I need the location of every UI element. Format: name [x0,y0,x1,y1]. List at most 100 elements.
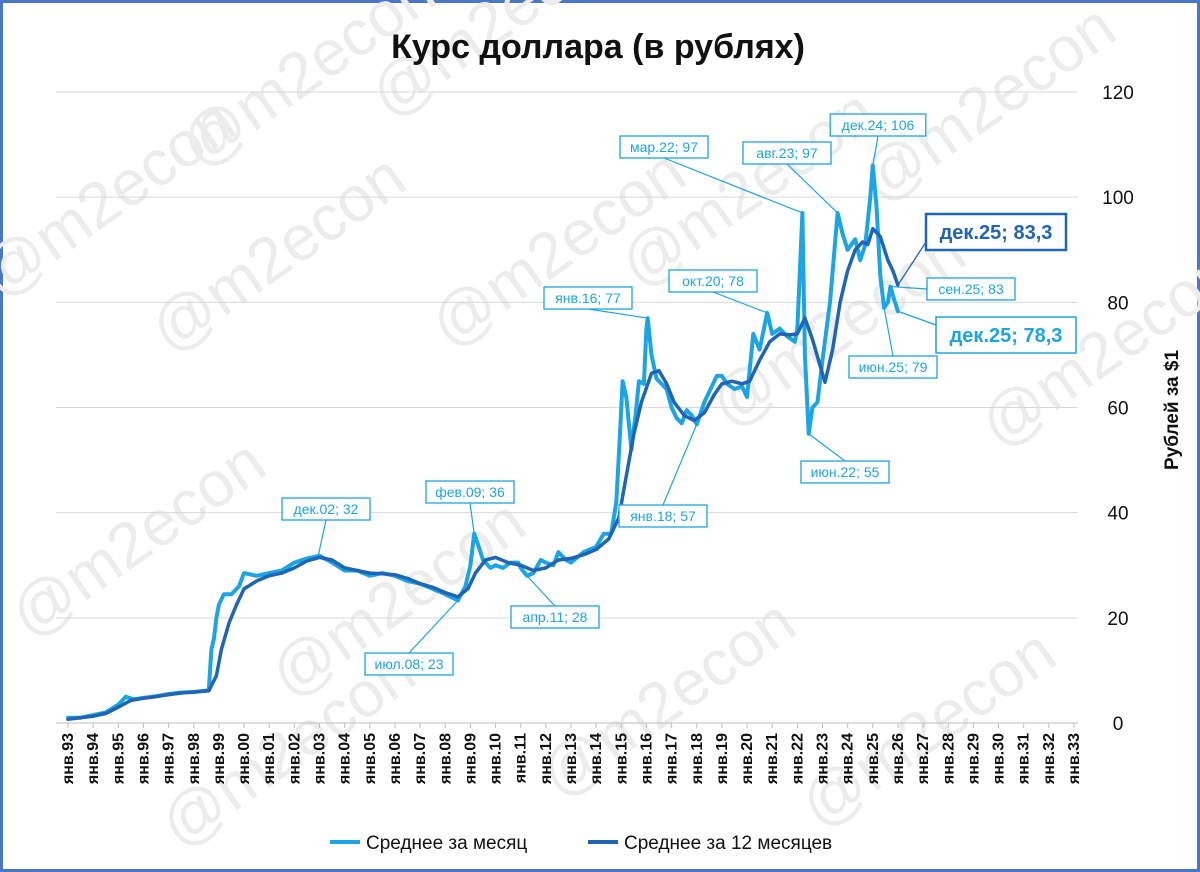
legend: Среднее за месяц Среднее за 12 месяцев [330,833,832,854]
annotation-leader [883,307,894,357]
x-tick-label: янв.94 [85,733,102,785]
y-tick-label: 120 [1102,83,1134,104]
annotation-leader [663,157,803,214]
y-tick-label: 0 [1113,714,1124,735]
annotation-leader [408,600,459,654]
x-axis: янв.93 янв.94 янв.95 янв.96 янв.97 янв.98 янв.… [60,723,1083,785]
annotation-leader [872,135,879,166]
series-lines [66,163,900,722]
y-tick-label: 60 [1107,399,1128,420]
annotation-leader [890,285,928,290]
annotation-leader [808,433,846,462]
annotation-box [364,652,454,676]
annotation-box [425,480,515,504]
x-tick-label: янв.99 [211,733,228,785]
annotation-label: авг.23; 97 [756,145,818,161]
annotation-box [829,113,927,137]
x-tick-label: янв.21 [764,733,781,785]
x-tick-label: янв.12 [538,733,555,785]
annotation-leader [317,519,327,556]
x-tick-label: янв.03 [312,733,329,785]
x-tick-label: янв.96 [135,733,152,785]
x-tick-label: янв.14 [588,733,605,785]
y-axis: 0 20 40 60 80 100 120 [1102,83,1134,735]
x-tick-label: янв.28 [940,733,957,785]
x-tick-label: янв.04 [337,733,354,785]
highlight-leader [897,310,937,326]
y-tick-label: 100 [1102,188,1134,209]
highlight-box [924,212,1068,252]
x-tick-label: янв.32 [1041,733,1058,785]
x-tick-label: янв.20 [739,733,756,785]
annotation-label: июн.22; 55 [811,464,880,480]
x-tick-label: янв.06 [387,733,404,785]
x-tick-label: янв.18 [689,733,706,785]
annotation-label: янв.18; 57 [630,508,696,524]
highlight-label: дек.25; 83,3 [940,222,1053,244]
annotation-label: июн.25; 79 [859,359,928,375]
highlight-label: дек.25; 78,3 [950,325,1063,347]
x-tick-label: янв.09 [462,733,479,785]
x-tick-label: янв.00 [236,733,253,785]
x-tick-label: янв.17 [664,733,681,785]
x-tick-label: янв.13 [563,733,580,785]
x-tick-label: янв.31 [1016,733,1033,785]
annotation-box [618,504,708,528]
annotation-label: мар.22; 97 [630,139,698,155]
annotation-label: окт.20; 78 [682,273,744,289]
x-tick-label: янв.26 [890,733,907,785]
x-tick-label: янв.07 [412,733,429,785]
series-line-monthly [66,163,900,720]
y-tick-label: 80 [1107,293,1128,314]
x-tick-label: янв.02 [286,733,303,785]
annotation-leader [469,502,475,534]
x-tick-label: янв.22 [789,733,806,785]
legend-label: Среднее за месяц [366,833,527,854]
x-tick-label: янв.25 [865,733,882,785]
x-tick-label: янв.29 [965,733,982,785]
x-tick-label: янв.05 [362,733,379,785]
annotation-label: сен.25; 83 [938,281,1004,297]
annotation-box [848,355,938,379]
y-tick-label: 40 [1107,504,1128,525]
annotation-box [926,277,1016,301]
watermark-text: @m2econ [787,615,1068,842]
annotation-label: янв.16; 77 [555,290,621,306]
annotation-label: апр.11; 28 [523,609,588,625]
annotation-box [619,135,709,159]
series-line-annual [66,226,900,722]
annotation-label: дек.24; 106 [842,117,915,133]
x-tick-label: янв.16 [638,733,655,785]
y-axis-label: Рублей за $1 [1162,350,1183,470]
annotation-box [281,497,371,521]
highlight-leader [897,241,927,286]
annotation-label: фев.09; 36 [435,484,505,500]
y-tick-label: 20 [1107,609,1128,630]
chart-title: Курс доллара (в рублях) [391,28,805,66]
highlight-box [935,316,1077,354]
x-tick-label: янв.93 [60,733,77,785]
x-tick-label: янв.11 [513,733,530,784]
x-tick-label: янв.98 [186,733,203,785]
x-tick-label: янв.95 [110,733,127,785]
x-tick-label: янв.10 [488,733,505,785]
x-tick-label: янв.01 [261,733,278,785]
watermark-text: @m2econ [847,0,1128,216]
annotation-box [742,141,832,165]
annotation-box [510,605,600,629]
annotation-leader [587,308,648,319]
x-tick-label: янв.30 [991,733,1008,785]
x-tick-label: янв.27 [915,733,932,785]
annotation-box [800,460,890,484]
x-tick-label: янв.23 [815,733,832,785]
annotation-leader [526,575,556,607]
annotation-box [543,286,633,310]
x-tick-label: янв.19 [714,733,731,785]
annotation-leader [786,163,839,214]
x-tick-label: янв.97 [161,733,178,785]
annotation-label: июл.08; 23 [375,656,444,672]
annotation-box [668,269,758,293]
